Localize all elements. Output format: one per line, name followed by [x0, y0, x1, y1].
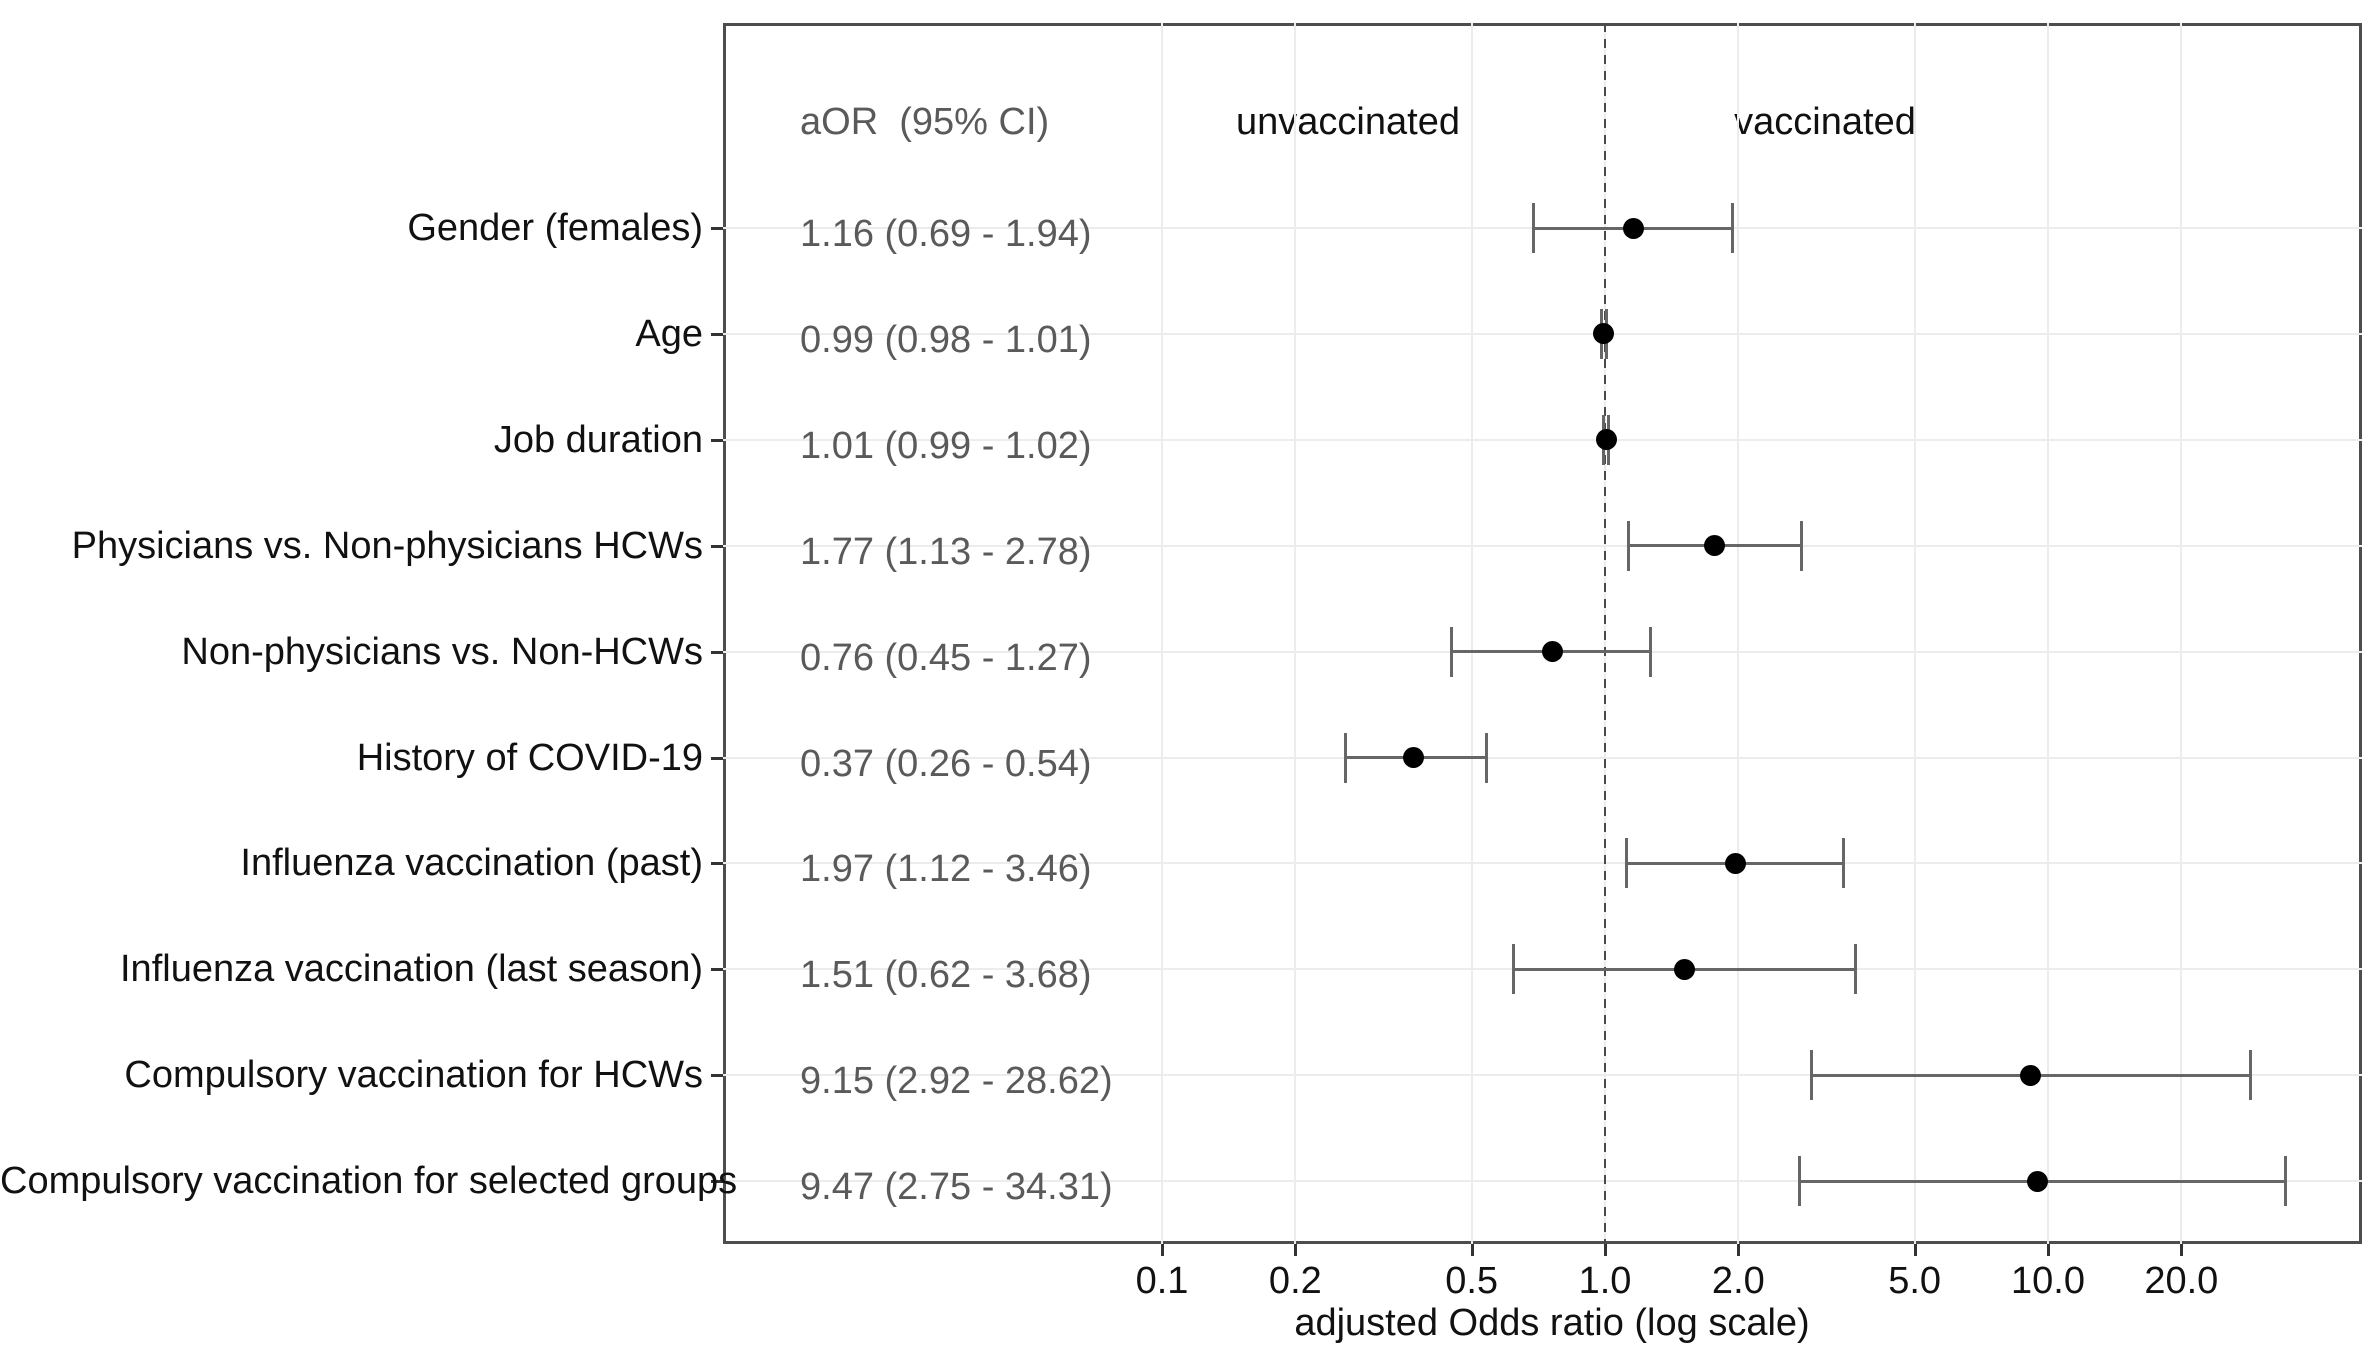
v-gridline: [2180, 23, 2183, 1244]
h-gridline: [723, 544, 2362, 547]
ci-cap-low: [1532, 203, 1536, 253]
x-axis-title: adjusted Odds ratio (log scale): [1294, 1302, 1810, 1344]
y-axis-tick: [711, 650, 723, 654]
x-axis-tick: [1470, 1244, 1474, 1256]
y-axis-tick: [711, 227, 723, 230]
ci-cap-high: [1730, 203, 1734, 253]
row-label: History of COVID-19: [356, 736, 703, 779]
y-axis-tick: [711, 438, 723, 442]
aor-value: 0.99 (0.98 - 1.01): [800, 318, 1092, 361]
x-axis-tick-label: 0.1: [1135, 1260, 1189, 1302]
aor-value: 9.15 (2.92 - 28.62): [800, 1060, 1113, 1103]
x-axis-tick-label: 1.0: [1578, 1260, 1632, 1302]
x-axis-tick: [2047, 1244, 2050, 1256]
x-axis-tick-label: 20.0: [2144, 1260, 2219, 1302]
h-gridline: [723, 862, 2362, 865]
reference-line: [1604, 23, 1606, 1244]
row-label: Compulsory vaccination for HCWs: [124, 1054, 703, 1097]
x-axis-tick: [1913, 1244, 1917, 1256]
h-gridline: [723, 1074, 2362, 1077]
h-gridline: [723, 1180, 2362, 1183]
row-label: Influenza vaccination (past): [240, 842, 703, 885]
unvaccinated-region-label: unvaccinated: [1236, 101, 1460, 143]
point: [1704, 535, 1726, 557]
ci-cap-low: [1625, 838, 1629, 889]
ci-cap-low: [1449, 626, 1453, 677]
point: [2027, 1170, 2049, 1192]
point: [1673, 958, 1695, 980]
x-axis-tick-label: 10.0: [2011, 1260, 2085, 1302]
ci-cap-high: [2283, 1156, 2287, 1207]
y-axis-tick: [711, 968, 723, 972]
v-gridline: [1913, 23, 1916, 1244]
v-gridline: [1737, 23, 1740, 1244]
row-label: Age: [635, 312, 703, 355]
point: [1541, 641, 1563, 663]
vaccinated-region-label: vaccinated: [1734, 101, 1916, 143]
aor-value: 1.01 (0.99 - 1.02): [800, 424, 1092, 467]
y-axis-tick: [711, 756, 723, 760]
ci-cap-low: [1627, 520, 1630, 571]
aor-value: 1.51 (0.62 - 3.68): [800, 954, 1092, 997]
x-axis-tick: [1161, 1244, 1164, 1256]
x-axis-tick: [1294, 1244, 1298, 1256]
h-gridline: [723, 438, 2362, 441]
ci-cap-high: [1800, 520, 1804, 571]
x-axis-tick: [1737, 1244, 1741, 1256]
aor-value: 0.76 (0.45 - 1.27): [800, 636, 1092, 679]
y-axis-tick: [711, 862, 723, 866]
row-label: Compulsory vaccination for selected grou…: [0, 1160, 738, 1203]
x-axis-tick-label: 0.5: [1445, 1260, 1499, 1302]
aor-value: 1.97 (1.12 - 3.46): [800, 848, 1092, 891]
aor-ci-column-header: aOR (95% CI): [800, 101, 1050, 143]
point: [1596, 429, 1618, 451]
v-gridline: [2047, 23, 2049, 1244]
v-gridline: [1294, 23, 1297, 1244]
x-axis-tick: [2180, 1244, 2184, 1256]
ci-cap-low: [1809, 1050, 1813, 1101]
ci-cap-low: [1511, 944, 1515, 995]
point: [2020, 1064, 2042, 1086]
aor-value: 1.77 (1.13 - 2.78): [800, 530, 1092, 573]
aor-value: 1.16 (0.69 - 1.94): [800, 213, 1092, 255]
row-label: Non-physicians vs. Non-HCWs: [181, 630, 703, 673]
x-axis-tick-label: 0.2: [1268, 1260, 1322, 1302]
point: [1592, 323, 1614, 345]
y-axis-tick: [711, 1180, 723, 1184]
ci-cap-high: [2248, 1050, 2252, 1101]
ci-cap-low: [1798, 1156, 1802, 1207]
aor-value: 9.47 (2.75 - 34.31): [800, 1166, 1113, 1209]
x-axis-tick-label: 5.0: [1888, 1260, 1942, 1302]
v-gridline: [1161, 23, 1163, 1244]
ci-cap-low: [1344, 732, 1348, 783]
y-axis-tick: [711, 332, 723, 336]
h-gridline: [723, 756, 2362, 759]
y-axis-tick: [711, 1074, 723, 1078]
row-label: Gender (females): [407, 207, 703, 249]
ci-cap-high: [1649, 626, 1653, 677]
point: [1724, 852, 1746, 874]
x-axis-tick-label: 2.0: [1711, 1260, 1765, 1302]
y-axis-tick: [711, 544, 723, 548]
point: [1403, 747, 1425, 768]
point: [1623, 217, 1645, 239]
v-gridline: [1470, 23, 1473, 1244]
row-label: Physicians vs. Non-physicians HCWs: [71, 524, 703, 567]
aor-value: 0.37 (0.26 - 0.54): [800, 742, 1092, 785]
x-axis-tick: [1604, 1244, 1607, 1256]
h-gridline: [723, 332, 2362, 335]
row-label: Influenza vaccination (last season): [120, 948, 703, 991]
ci-cap-high: [1484, 732, 1488, 783]
ci-cap-high: [1842, 838, 1846, 889]
row-label: Job duration: [493, 418, 703, 461]
ci-cap-high: [1854, 944, 1858, 995]
